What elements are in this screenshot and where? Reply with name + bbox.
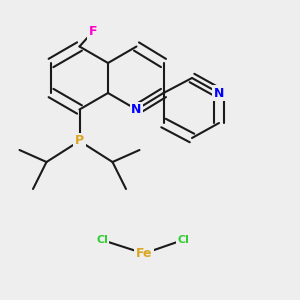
Text: F: F [89,25,97,38]
Text: Cl: Cl [177,235,189,245]
Text: Fe: Fe [136,247,152,260]
Text: Cl: Cl [96,235,108,245]
Text: N: N [214,86,224,100]
Text: P: P [75,134,84,148]
Text: N: N [131,103,142,116]
